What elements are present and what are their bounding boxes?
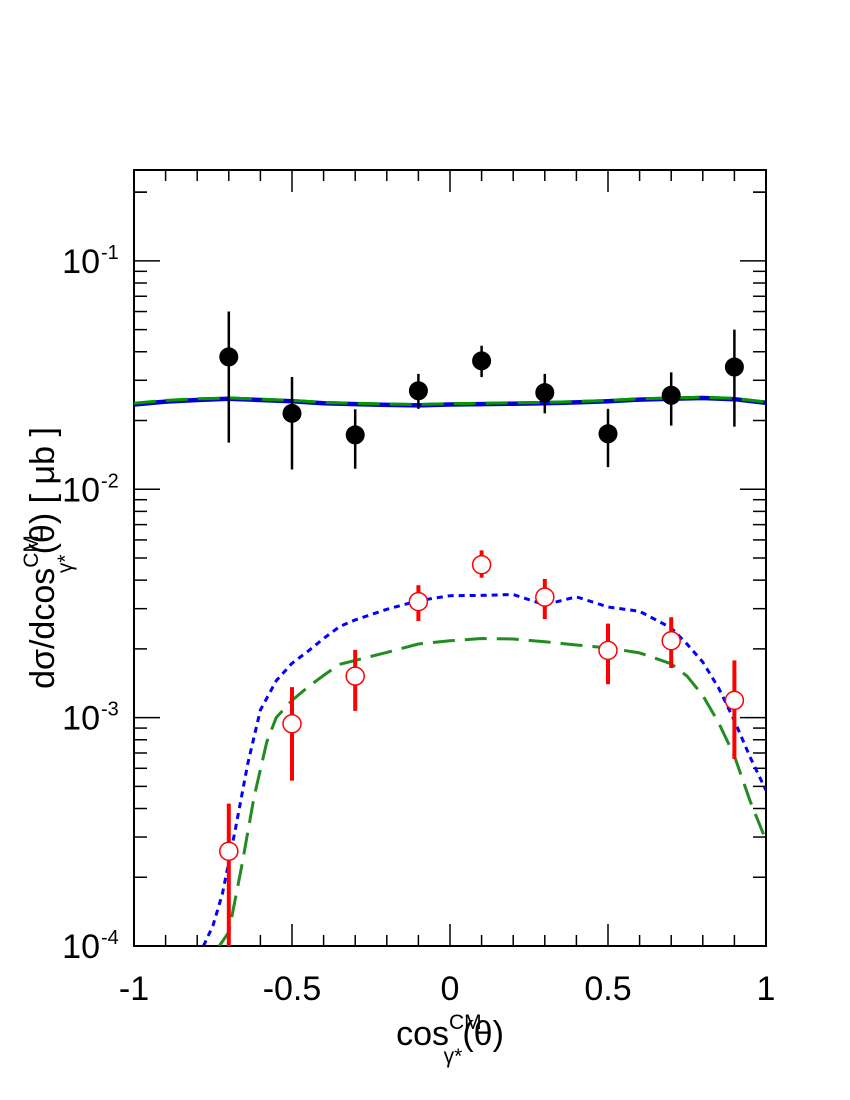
axis-ticks (133, 170, 767, 947)
y-tick-exponent: -4 (101, 927, 119, 949)
data-point-open (219, 841, 239, 861)
x-tick-label: 1 (757, 970, 776, 1008)
y-tick-label: 10 (62, 243, 100, 281)
model-curve-long-dash (134, 395, 766, 406)
x-tick-label: 0.5 (584, 970, 631, 1008)
y-tick-exponent: -2 (101, 470, 119, 492)
data-point-open (471, 555, 492, 575)
y-tick-label: 10 (62, 928, 100, 966)
x-axis-title-arg: (θ) (462, 1015, 504, 1053)
y-axis-title: dσ/dcosCM γ*(θ) [ μb ] (20, 427, 77, 689)
data-point-filled (282, 403, 302, 423)
data-point-filled (724, 357, 744, 377)
y-axis-title-prefix: dσ/dcos (24, 568, 62, 689)
data-point-filled (598, 424, 618, 444)
y-axis-title-sub: γ* (54, 554, 77, 573)
data-point-open (598, 640, 618, 661)
model-curve-long-dash (218, 637, 766, 946)
y-tick-exponent: -1 (101, 242, 119, 264)
data-point-open (724, 690, 745, 711)
x-axis-title-base: cos (396, 1015, 449, 1053)
y-tick-label: 10 (62, 700, 100, 738)
data-point-filled (661, 385, 681, 405)
data-point-filled (345, 425, 365, 445)
data-point-open (661, 631, 681, 651)
data-point-open (535, 587, 555, 607)
model-curve-dotted (202, 593, 766, 946)
x-axis-title-sup: CM (449, 1011, 482, 1034)
x-axis-title: cosCM γ*(θ) (396, 1011, 504, 1068)
data-point-open (345, 666, 365, 686)
x-tick-label: -0.5 (263, 970, 322, 1008)
x-axis-title-sub: γ* (444, 1045, 463, 1068)
data-point-filled (472, 351, 492, 371)
data-point-filled (535, 383, 555, 403)
y-tick-labels: 10-410-310-210-1 (62, 242, 119, 966)
model-curves (134, 395, 766, 946)
data-points (219, 311, 745, 946)
y-tick-label: 10 (62, 471, 100, 509)
data-point-filled (408, 381, 428, 401)
data-point-open (408, 591, 429, 612)
x-tick-label: -1 (119, 970, 149, 1008)
x-tick-label: 0 (441, 970, 460, 1008)
data-point-open (282, 714, 302, 734)
x-tick-labels: -1 -0.5 0 0.5 1 (119, 970, 776, 1008)
y-axis-title-suffix: (θ) [ μb ] (24, 427, 62, 554)
y-tick-exponent: -3 (101, 699, 119, 721)
y-axis-title-sup: CM (20, 535, 43, 568)
data-point-filled (219, 347, 239, 367)
